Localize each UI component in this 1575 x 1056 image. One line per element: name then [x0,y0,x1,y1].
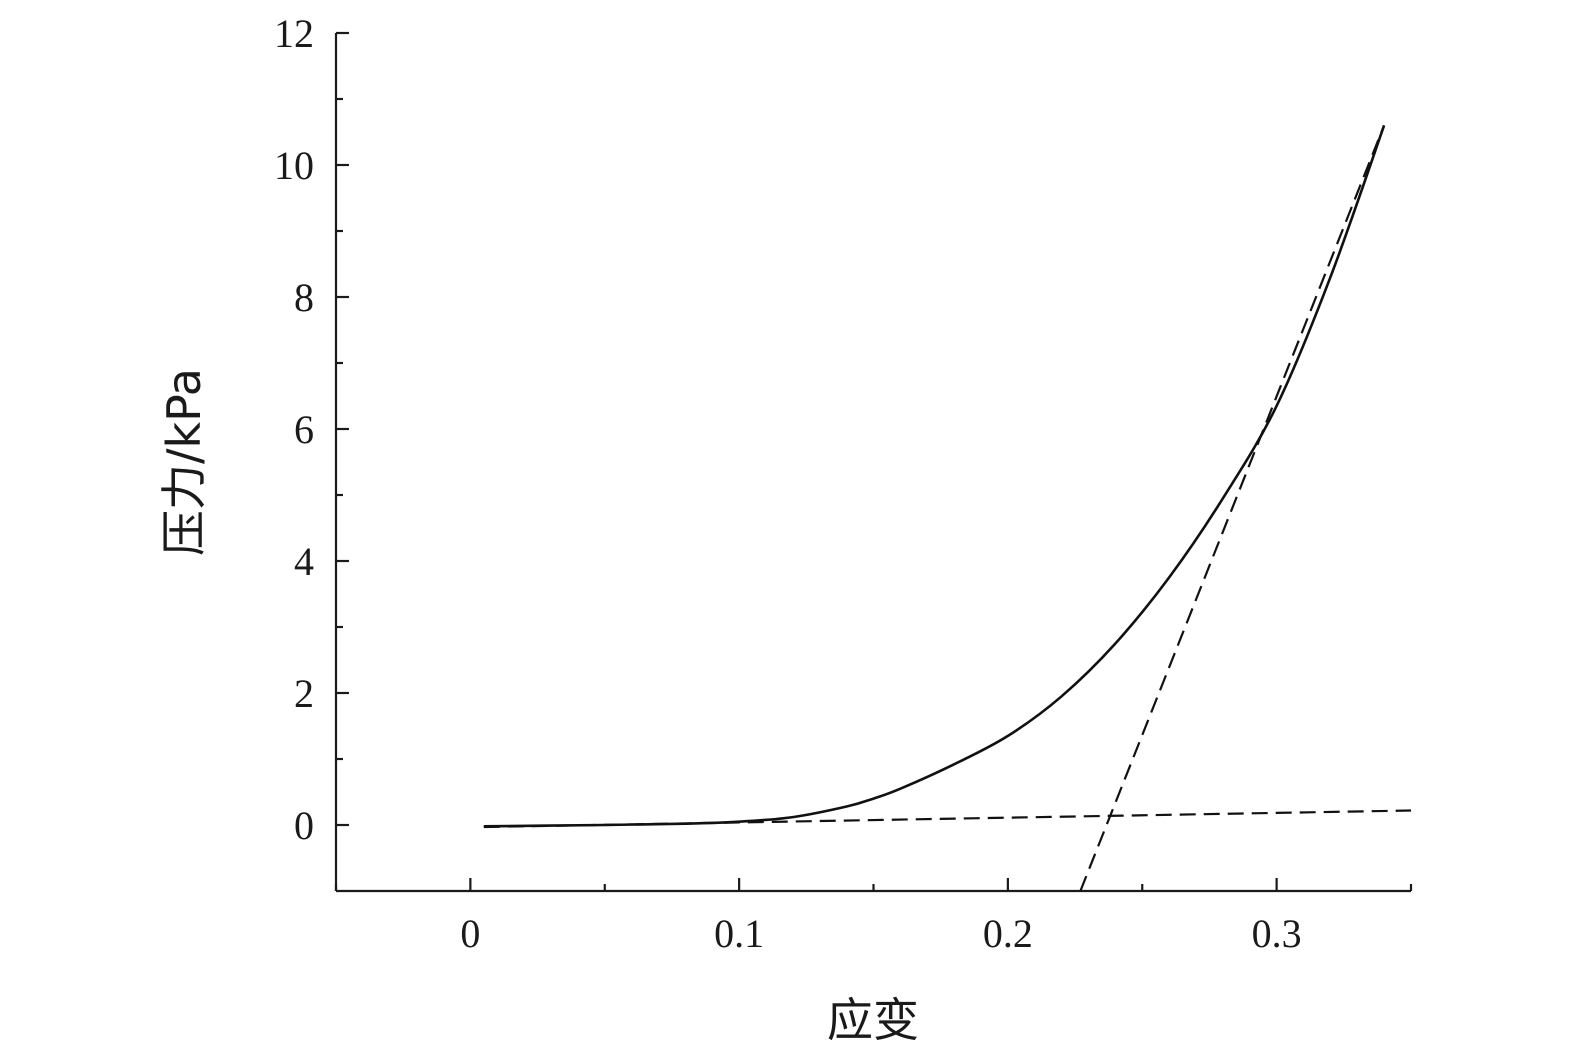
axes: 0 0.1 0.2 0.3 0 2 4 6 8 10 12 [274,11,1413,956]
y-tick-label: 12 [274,11,314,56]
y-tick-label: 6 [294,407,314,452]
y-axis-title: 压力/kPa [157,368,211,556]
y-tick-label: 10 [274,143,314,188]
x-tick-label: 0.2 [983,911,1033,956]
x-tick-label: 0.1 [714,911,764,956]
x-tick-label: 0.3 [1252,911,1302,956]
plot-area [483,124,1412,892]
y-tick-label: 2 [294,671,314,716]
high-slope-tangent-line [1079,124,1386,892]
low-slope-tangent-line [483,809,1412,829]
y-tick-label: 8 [294,275,314,320]
x-axis-title: 应变 [827,993,919,1047]
y-tick-label: 4 [294,539,314,584]
x-tick-label: 0 [460,911,480,956]
stress-strain-curve [483,124,1386,828]
y-tick-label: 0 [294,803,314,848]
